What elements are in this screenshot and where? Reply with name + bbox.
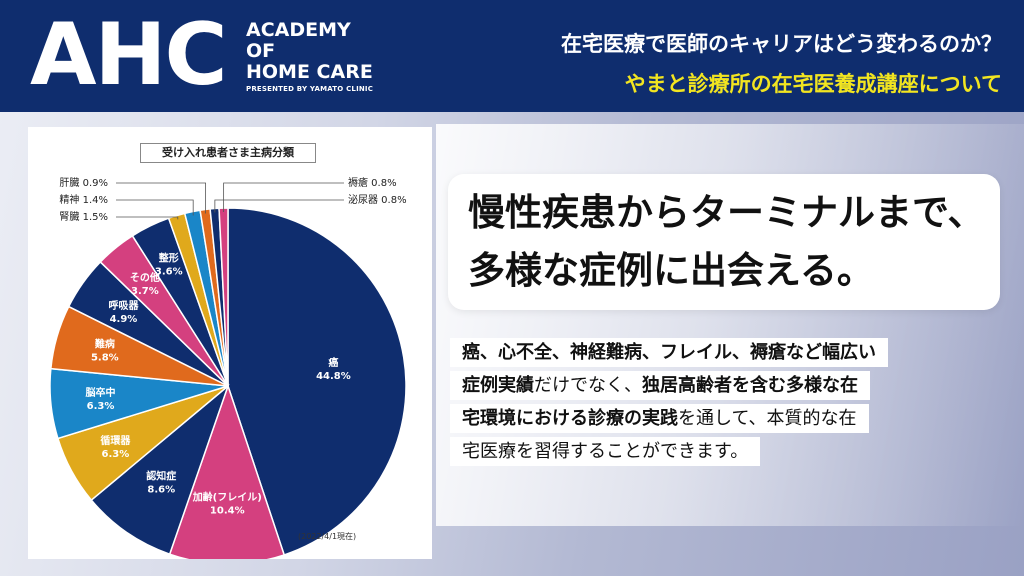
slice-label: 呼吸器 [108,299,139,312]
logo-subtitle: PRESENTED BY YAMATO CLINIC [246,85,374,93]
description-text: 宅医療を習得することができます。 [462,441,749,462]
description-line: 宅医療を習得することができます。 [450,437,761,466]
slice-label: 認知症 [146,470,176,483]
slice-label: 脳卒中 [85,386,115,399]
slice-value-label: 5.8% [91,353,119,364]
logo-line: HOME CARE [246,61,373,83]
chart-card: 受け入れ患者さま主病分類 癌 44.8% 加齢(フレイル) 10.4% 認知症 8.6% 循… [28,127,432,559]
leader-line [214,199,344,213]
description-block: 癌、心不全、神経難病、フレイル、褥瘡など幅広い 症例実績だけでなく、独居高齢者を含… [450,338,990,470]
slice-value-label: 44.8% [316,371,351,382]
logo-line: OF [246,40,276,62]
description-line: 癌、心不全、神経難病、フレイル、褥瘡など幅広い [450,338,888,367]
bubble-text: 慢性疾患からターミナルまで、多様な症例に出会える。 [468,191,985,292]
slice-label: 加齢(フレイル) [192,490,262,503]
header-banner: AHC ACADEMY OF HOME CARE PRESENTED BY YA… [0,0,1024,112]
logo-line: ACADEMY [246,19,351,41]
description-line: 宅環境における診療の実践を通して、本質的な在 [450,404,869,433]
description-text: を通して、本質的な在 [678,408,857,429]
slice-value-label: 6.3% [102,449,130,460]
leader-line [116,182,207,214]
description-emphasis: 独居高齢者を含む多様な在 [642,375,858,396]
headline-question: 在宅医療で医師のキャリアはどう変わるのか？ [561,32,1002,56]
pie-slice [90,383,230,556]
slice-label: その他 [130,271,160,284]
description-emphasis: 症例実績 [462,375,534,396]
pie-slice [168,383,286,559]
leader-line [116,216,179,220]
logo-abbr: AHC [30,5,228,105]
leader-line [116,199,194,216]
slice-label: 循環器 [100,434,131,447]
slice-outside-label: 精神 1.4% [59,193,108,206]
description-emphasis: 宅環境における診療の実践 [462,408,678,429]
headline-bubble: 慢性疾患からターミナルまで、多様な症例に出会える。 [448,174,1000,310]
slice-value-label: 10.4% [210,505,245,516]
description-emphasis: 癌、心不全、神経難病、フレイル、褥瘡など幅広い [462,342,876,363]
leader-line [223,182,344,213]
slice-outside-label: 腎臓 1.5% [59,211,108,223]
headline-topic: やまと診療所の在宅医養成講座について [624,72,1002,96]
chart-note: (2022/4/1現在) [298,532,357,541]
slice-outside-label: 泌尿器 0.8% [348,193,407,206]
description-text: だけでなく、 [534,375,642,396]
slice-value-label: 3.6% [155,266,183,277]
slice-value-label: 4.9% [110,314,138,325]
chart-title: 受け入れ患者さま主病分類 [140,143,316,163]
slice-label: 難病 [94,338,115,351]
logo-text: ACADEMY OF HOME CARE PRESENTED BY YAMATO… [246,20,373,95]
slice-outside-label: 肝臓 0.9% [59,177,108,189]
description-line: 症例実績だけでなく、独居高齢者を含む多様な在 [450,371,870,400]
slice-value-label: 3.7% [131,286,159,297]
pie-chart: 癌 44.8% 加齢(フレイル) 10.4% 認知症 8.6% 循環器 6.3% 脳卒中 6.3%… [49,176,407,559]
pie-slice [227,207,407,556]
slice-outside-label: 褥瘡 0.8% [348,176,397,189]
slice-label: 整形 [158,251,179,264]
slice-label: 癌 [328,356,338,369]
slice-value-label: 8.6% [147,485,175,496]
slice-value-label: 6.3% [87,401,115,412]
